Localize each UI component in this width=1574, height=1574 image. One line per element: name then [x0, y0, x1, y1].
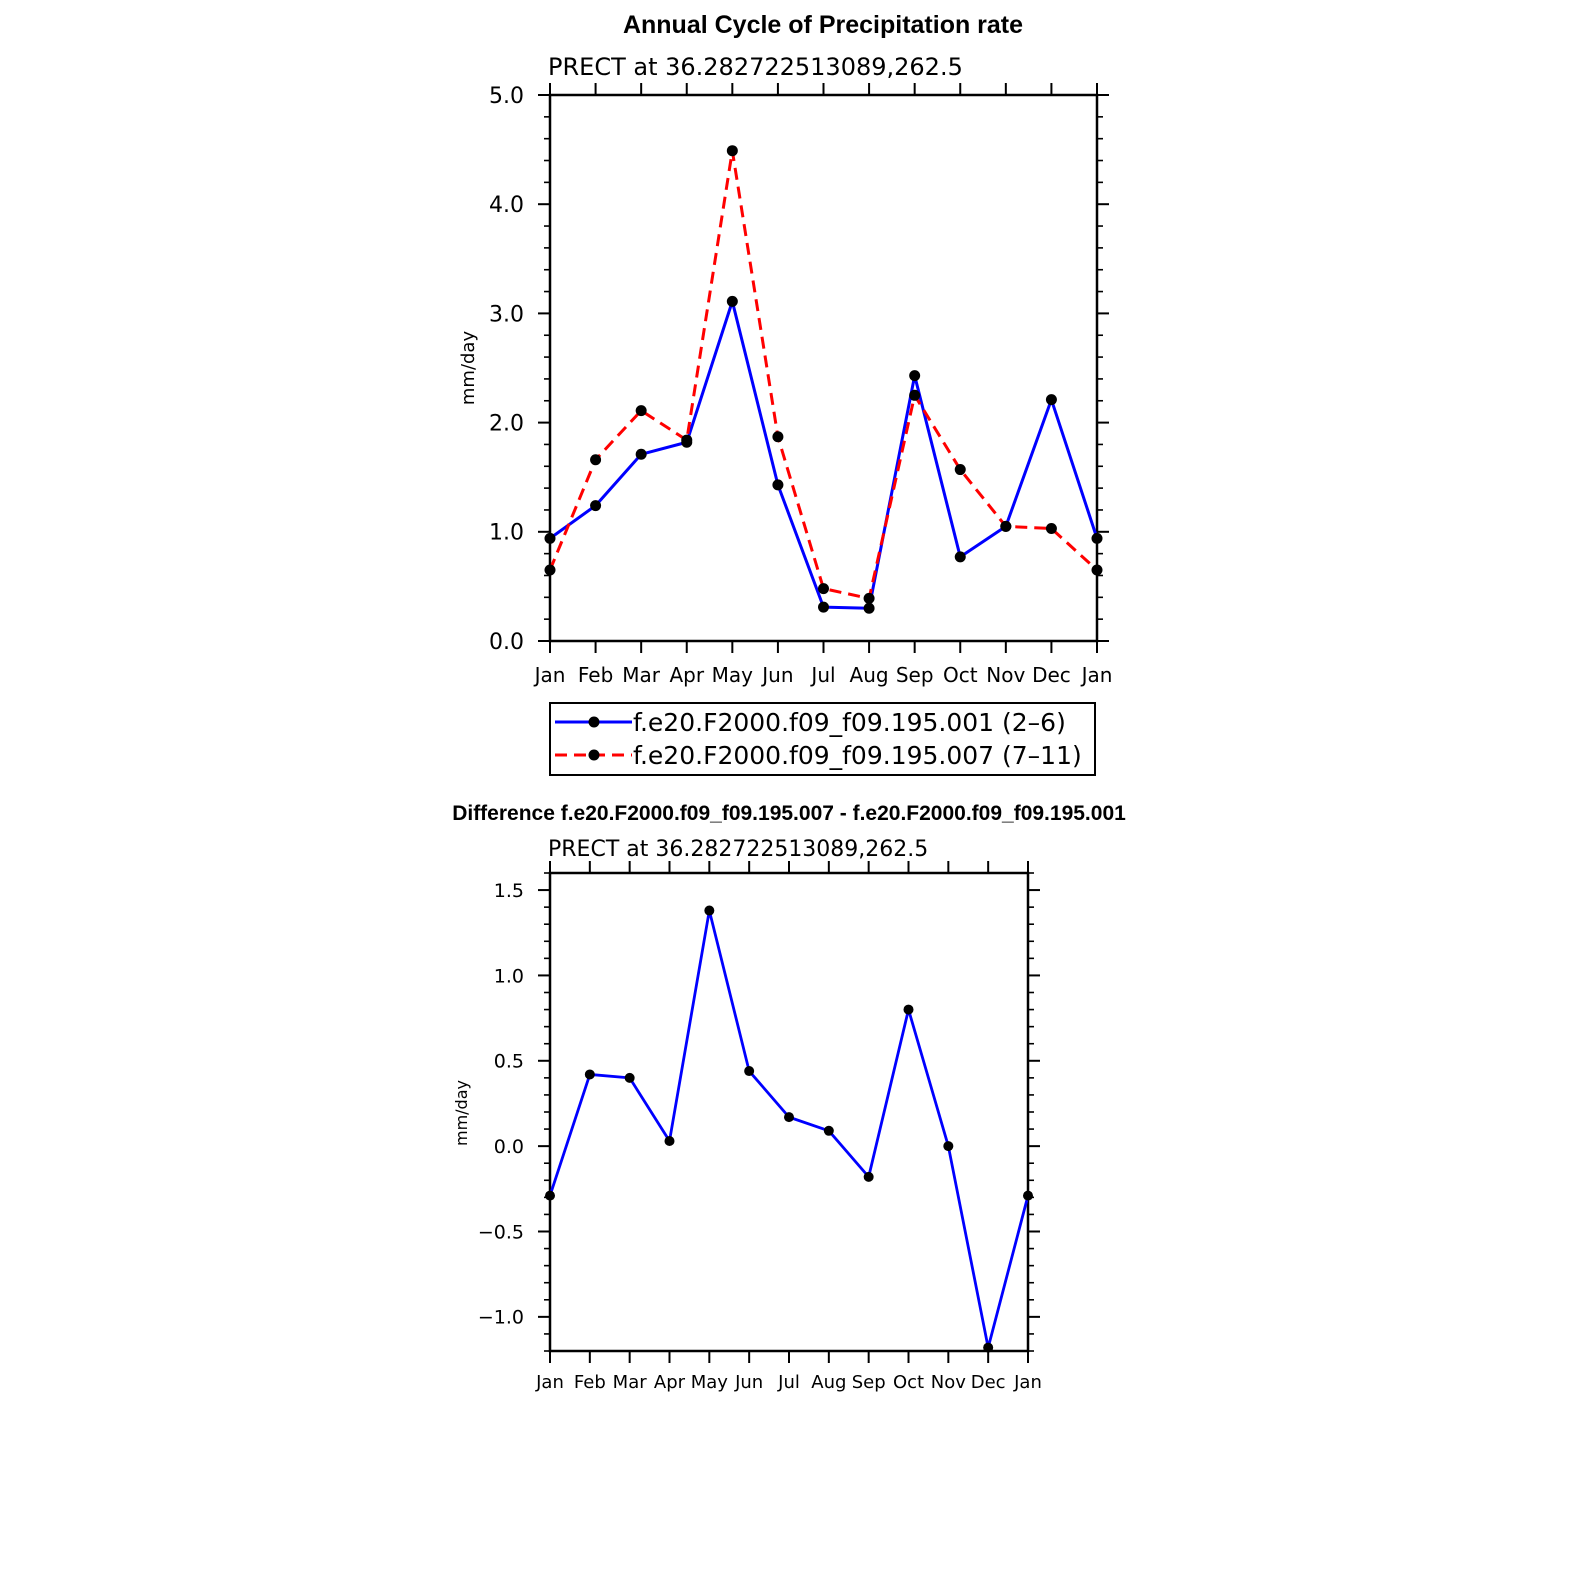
data-point [1045, 394, 1057, 406]
data-point [584, 1069, 595, 1080]
data-point [590, 454, 602, 466]
x-tick-label: Mar [613, 1372, 648, 1393]
x-tick-label: May [712, 663, 754, 687]
difference-chart: Difference f.e20.F2000.f09_f09.195.007 -… [452, 802, 1126, 1393]
x-tick-label: Jul [809, 663, 835, 687]
x-tick-label: Nov [931, 1372, 966, 1393]
data-point [772, 431, 784, 443]
y-tick-label: 0.5 [494, 1051, 524, 1073]
data-point [1091, 532, 1103, 544]
data-point [1045, 523, 1057, 535]
data-point [909, 389, 921, 401]
x-tick-label: Jan [535, 1372, 564, 1393]
data-point [954, 551, 966, 563]
x-tick-label: Jun [760, 663, 793, 687]
data-point [983, 1342, 994, 1353]
annual-cycle-chart: Annual Cycle of Precipitation rate PRECT… [458, 11, 1112, 776]
data-point [635, 448, 647, 460]
x-tick-label: Dec [971, 1372, 1006, 1393]
y-tick-label: 3.0 [489, 302, 524, 327]
x-tick-label: Jun [734, 1372, 763, 1393]
chart-subtitle: PRECT at 36.282722513089,262.5 [548, 53, 963, 81]
legend-swatch-dot [588, 716, 600, 728]
y-tick-label: −0.5 [478, 1221, 524, 1243]
legend-label: f.e20.F2000.f09_f09.195.007 (7–11) [633, 741, 1082, 770]
data-point [954, 464, 966, 476]
legend-swatch-dot [588, 749, 600, 761]
data-point [818, 583, 829, 595]
x-tick-label: Jan [1080, 663, 1113, 687]
data-point [590, 500, 602, 512]
y-tick-label: 5.0 [489, 84, 524, 109]
y-tick-label: −1.0 [478, 1307, 524, 1329]
chart-subtitle: PRECT at 36.282722513089,262.5 [548, 837, 928, 862]
x-tick-label: Feb [578, 663, 613, 687]
x-tick-label: Aug [850, 663, 889, 687]
chart-title: Annual Cycle of Precipitation rate [623, 11, 1023, 39]
y-tick-label: 2.0 [489, 412, 524, 437]
data-point [863, 592, 875, 604]
data-point [1023, 1190, 1033, 1201]
plot-area: Jan Feb Mar Apr May Jun Jul Aug Sep Oct Nov Dec Jan −… [478, 861, 1042, 1393]
data-point [545, 1190, 555, 1201]
y-tick-label: 0.0 [494, 1136, 524, 1158]
data-point [544, 532, 556, 544]
data-point [704, 905, 715, 916]
x-tick-label: Aug [811, 1372, 846, 1393]
y-axis-label: mm/day [452, 1080, 471, 1146]
data-point [1091, 564, 1103, 576]
y-tick-label: 0.0 [489, 630, 524, 655]
data-point [823, 1125, 834, 1136]
plot-area: Jan Feb Mar Apr May Jun Jul Aug Sep Oct Nov Dec Jan 0… [489, 83, 1112, 687]
series-line-0 [549, 299, 1099, 610]
data-point [635, 405, 647, 417]
x-tick-label: Apr [654, 1372, 686, 1393]
data-point [909, 370, 921, 382]
series-line-1 [548, 149, 1099, 600]
x-tick-label: Apr [669, 663, 704, 687]
data-point [744, 1066, 755, 1077]
legend: f.e20.F2000.f09_f09.195.001 (2–6) f.e20.F… [549, 702, 1096, 776]
x-tick-label: Dec [1032, 663, 1071, 687]
legend-label: f.e20.F2000.f09_f09.195.001 (2–6) [633, 708, 1066, 737]
data-point [943, 1141, 954, 1152]
x-tick-label: Sep [896, 663, 934, 687]
x-tick-label: Oct [893, 1372, 924, 1393]
x-tick-label: Mar [622, 663, 661, 687]
y-tick-label: 1.0 [494, 965, 524, 987]
series-line-0 [548, 909, 1030, 1349]
data-point [1000, 520, 1012, 532]
x-tick-label: Jan [533, 663, 566, 687]
legend-box [549, 702, 1096, 776]
x-tick-label: Jul [777, 1372, 800, 1393]
data-point [681, 434, 693, 446]
data-point [903, 1004, 914, 1015]
data-point [818, 601, 829, 613]
y-tick-label: 1.0 [489, 521, 524, 546]
x-tick-label: Feb [574, 1372, 606, 1393]
data-point [664, 1136, 675, 1147]
x-tick-label: May [691, 1372, 729, 1393]
chart-title: Difference f.e20.F2000.f09_f09.195.007 -… [452, 802, 1126, 825]
x-tick-label: Oct [943, 663, 978, 687]
plot-frame [548, 871, 1030, 1353]
data-point [784, 1112, 794, 1123]
y-tick-label: 1.5 [494, 880, 524, 902]
x-tick-label: Nov [986, 663, 1025, 687]
data-point [863, 1171, 874, 1182]
data-point [726, 145, 738, 157]
data-point [863, 602, 875, 614]
x-tick-label: Sep [852, 1372, 886, 1393]
plot-frame [548, 93, 1099, 643]
y-tick-label: 4.0 [489, 193, 524, 218]
x-tick-label: Jan [1013, 1372, 1042, 1393]
data-point [772, 479, 784, 491]
data-point [544, 564, 556, 576]
data-point [726, 295, 738, 307]
y-axis-label: mm/day [458, 331, 479, 406]
data-point [624, 1072, 635, 1083]
